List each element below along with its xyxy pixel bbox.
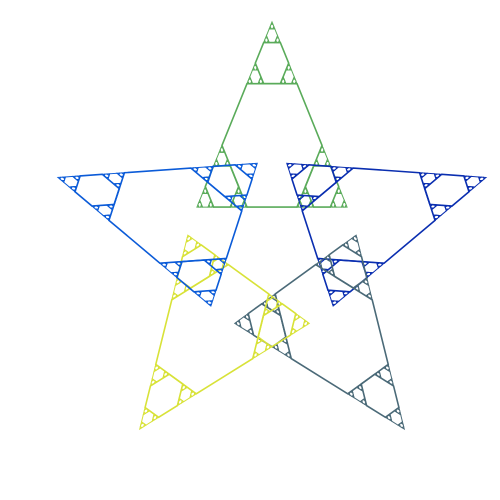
hexagon-hole [329, 290, 346, 302]
hexagon-hole [321, 259, 369, 293]
arms-layer [56, 20, 488, 431]
hexagon-hole [269, 23, 275, 30]
hexagon-hole [290, 164, 338, 198]
hexagon-hole [328, 244, 368, 290]
hexagon-hole [74, 173, 121, 207]
hexagon-hole [423, 173, 470, 207]
star-arm-top [196, 20, 348, 208]
star-arm-right [286, 162, 488, 307]
hexagon-hole [254, 41, 290, 85]
hexagon-hole [265, 28, 279, 44]
hexagon-hole [301, 167, 436, 265]
hexagon-hole [154, 263, 270, 395]
hexagon-hole [221, 82, 323, 208]
hexagon-hole [287, 163, 304, 175]
hexagon-hole [240, 163, 257, 175]
hexagon-hole [274, 263, 390, 395]
hexagon-hole [108, 167, 243, 265]
star-arm-upper-left [56, 162, 258, 307]
hexagon-hole [198, 290, 215, 302]
hexagon-hole [175, 259, 223, 293]
hexagon-hole [206, 164, 254, 198]
